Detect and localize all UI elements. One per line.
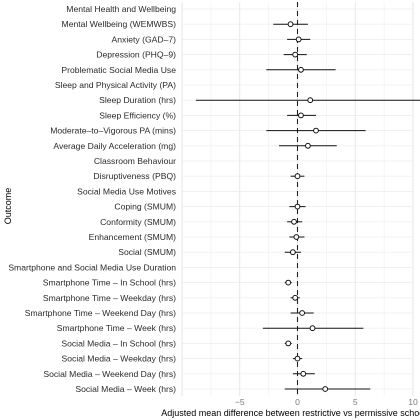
section-header-label: Sleep and Physical Activity (PA) — [55, 80, 176, 90]
point-estimate — [313, 127, 319, 134]
outcome-label: Social Media – Weekend Day (hrs) — [43, 369, 176, 379]
outcome-label: Sleep Duration (hrs) — [99, 95, 176, 105]
outcome-label: Smartphone Time – Weekday (hrs) — [43, 293, 176, 303]
x-tick-label: −5 — [235, 397, 245, 407]
outcome-label: Moderate–to–Vigorous PA (mins) — [50, 126, 176, 136]
point-estimate — [292, 294, 299, 301]
point-estimate — [294, 355, 301, 362]
outcome-label: Depression (PHQ–9) — [96, 50, 176, 60]
outcome-label: Disruptiveness (PBQ) — [93, 171, 176, 181]
x-tick-label: 5 — [353, 397, 358, 407]
outcome-label: Problematic Social Media Use — [61, 65, 176, 75]
section-header-label: Classroom Behaviour — [94, 156, 176, 166]
outcome-label: Social Media – Weekday (hrs) — [62, 354, 177, 364]
point-estimate — [322, 386, 329, 392]
outcome-label: Smartphone Time – Week (hrs) — [57, 323, 176, 333]
point-estimate — [298, 112, 304, 119]
point-estimate — [293, 234, 300, 240]
point-estimate — [295, 36, 302, 43]
y-axis-title: Outcome — [3, 188, 13, 225]
point-estimate — [309, 325, 316, 332]
point-estimate — [291, 218, 297, 225]
x-tick-label: 10 — [408, 397, 418, 407]
point-estimate — [304, 142, 311, 149]
outcome-label: Social Media – Week (hrs) — [75, 384, 176, 394]
point-estimate — [294, 203, 301, 210]
point-estimate — [294, 173, 301, 180]
outcome-label: Conformity (SMUM) — [100, 217, 176, 227]
x-axis-title: Adjusted mean difference between restric… — [161, 408, 420, 418]
outcome-label: Mental Wellbeing (WEMWBS) — [62, 19, 177, 29]
section-header-label: Smartphone and Social Media Use Duration — [8, 262, 176, 272]
outcome-label: Coping (SMUM) — [114, 202, 176, 212]
outcome-label: Sleep Efficiency (%) — [99, 110, 176, 120]
point-estimate — [299, 310, 306, 316]
x-tick-label: 0 — [295, 397, 300, 407]
section-header-label: Social Media Use Motives — [77, 186, 176, 196]
point-estimate — [298, 66, 304, 73]
outcome-label: Enhancement (SMUM) — [89, 232, 177, 242]
point-estimate — [292, 51, 299, 58]
outcome-label: Smartphone Time – In School (hrs) — [43, 278, 176, 288]
outcome-label: Social (SMUM) — [118, 247, 176, 257]
outcome-label: Smartphone Time – Weekend Day (hrs) — [25, 308, 176, 318]
outcome-label: Anxiety (GAD–7) — [112, 34, 177, 44]
point-estimate — [307, 97, 314, 104]
x-tick-labels: −5 0 5 10 — [235, 397, 418, 407]
point-estimate — [289, 249, 296, 256]
outcome-label: Average Daily Acceleration (mg) — [53, 141, 176, 151]
point-estimate — [285, 279, 292, 286]
rows: Mental Health and Wellbeing Mental Wellbe… — [8, 4, 420, 394]
point-estimate — [287, 21, 294, 28]
point-estimate — [285, 340, 292, 347]
outcome-label: Social Media – In School (hrs) — [61, 338, 176, 348]
point-estimate — [300, 370, 307, 377]
section-header-label: Mental Health and Wellbeing — [66, 4, 176, 14]
